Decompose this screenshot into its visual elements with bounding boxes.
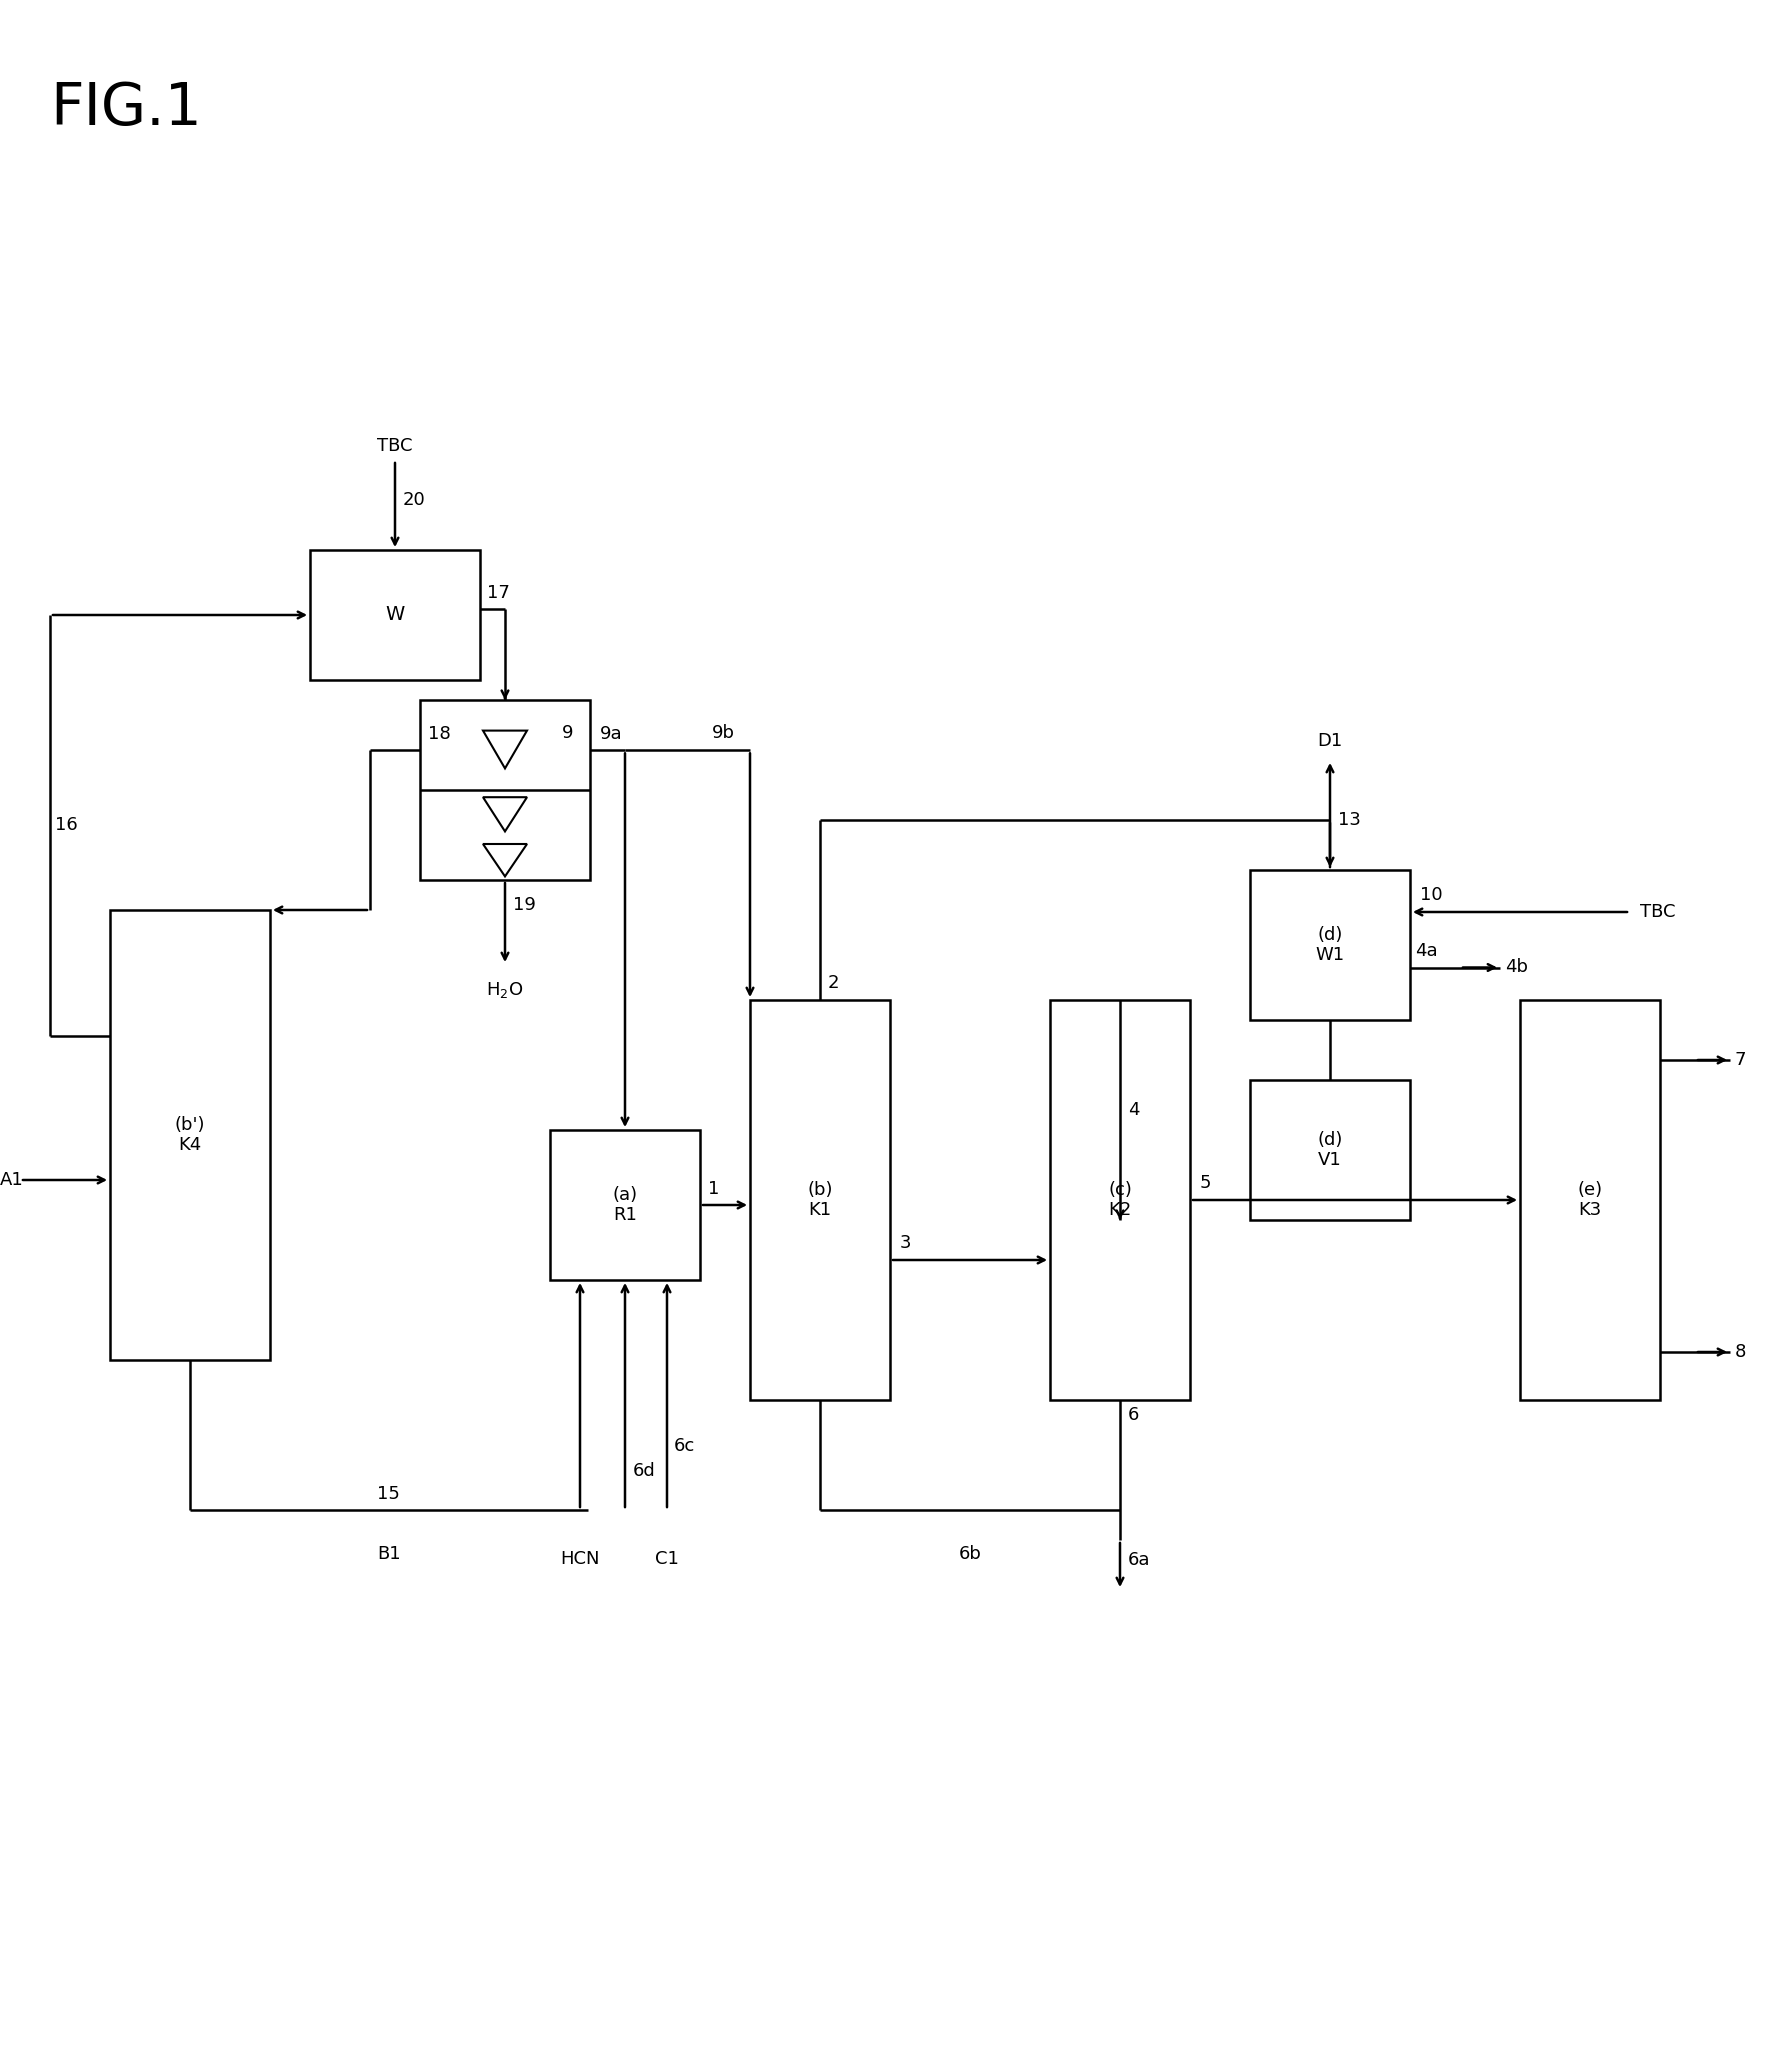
Text: 6: 6 xyxy=(1129,1407,1139,1423)
Text: B1: B1 xyxy=(377,1545,401,1564)
Text: 7: 7 xyxy=(1736,1051,1746,1069)
Text: FIG.1: FIG.1 xyxy=(50,80,201,138)
Bar xyxy=(749,999,890,1401)
Text: 4a: 4a xyxy=(1415,943,1438,960)
Text: 6a: 6a xyxy=(1129,1551,1150,1570)
Text: 9b: 9b xyxy=(712,725,735,742)
Text: 20: 20 xyxy=(402,490,425,509)
Text: 13: 13 xyxy=(1339,812,1362,828)
Text: 1: 1 xyxy=(708,1180,719,1199)
Text: TBC: TBC xyxy=(377,437,413,455)
Text: TBC: TBC xyxy=(1639,902,1675,921)
Text: A1: A1 xyxy=(0,1170,23,1189)
Text: 6d: 6d xyxy=(634,1463,655,1479)
Text: (b)
K1: (b) K1 xyxy=(808,1180,833,1220)
Text: (b')
K4: (b') K4 xyxy=(174,1117,205,1154)
Text: (c)
K2: (c) K2 xyxy=(1109,1180,1132,1220)
Text: 5: 5 xyxy=(1200,1174,1212,1193)
Text: (a)
R1: (a) R1 xyxy=(612,1187,637,1224)
Text: HCN: HCN xyxy=(561,1549,600,1568)
Text: C1: C1 xyxy=(655,1549,678,1568)
Text: 9: 9 xyxy=(562,725,573,742)
Text: 17: 17 xyxy=(488,583,509,602)
Text: 6c: 6c xyxy=(675,1438,696,1454)
Text: 18: 18 xyxy=(427,725,450,744)
Text: D1: D1 xyxy=(1317,731,1342,750)
Text: 16: 16 xyxy=(55,816,78,834)
Bar xyxy=(1250,869,1410,1020)
Bar xyxy=(1520,999,1661,1401)
Text: 6b: 6b xyxy=(959,1545,981,1564)
Text: (e)
K3: (e) K3 xyxy=(1577,1180,1602,1220)
Bar xyxy=(550,1131,700,1279)
Bar xyxy=(1250,1079,1410,1220)
Text: (d)
V1: (d) V1 xyxy=(1317,1131,1342,1170)
Bar xyxy=(420,700,589,880)
Text: 10: 10 xyxy=(1420,886,1442,904)
Bar xyxy=(310,550,481,680)
Text: 3: 3 xyxy=(901,1234,911,1252)
Text: 4: 4 xyxy=(1129,1100,1139,1119)
Text: 9a: 9a xyxy=(600,725,623,744)
Text: 15: 15 xyxy=(377,1485,401,1504)
Text: H$_2$O: H$_2$O xyxy=(486,981,523,999)
Text: 8: 8 xyxy=(1736,1343,1746,1362)
Bar xyxy=(1050,999,1191,1401)
Text: 2: 2 xyxy=(828,974,840,993)
Text: W: W xyxy=(386,606,404,624)
Text: 4b: 4b xyxy=(1506,958,1527,976)
Text: (d)
W1: (d) W1 xyxy=(1315,925,1344,964)
Bar xyxy=(110,911,271,1360)
Text: 19: 19 xyxy=(513,896,536,915)
